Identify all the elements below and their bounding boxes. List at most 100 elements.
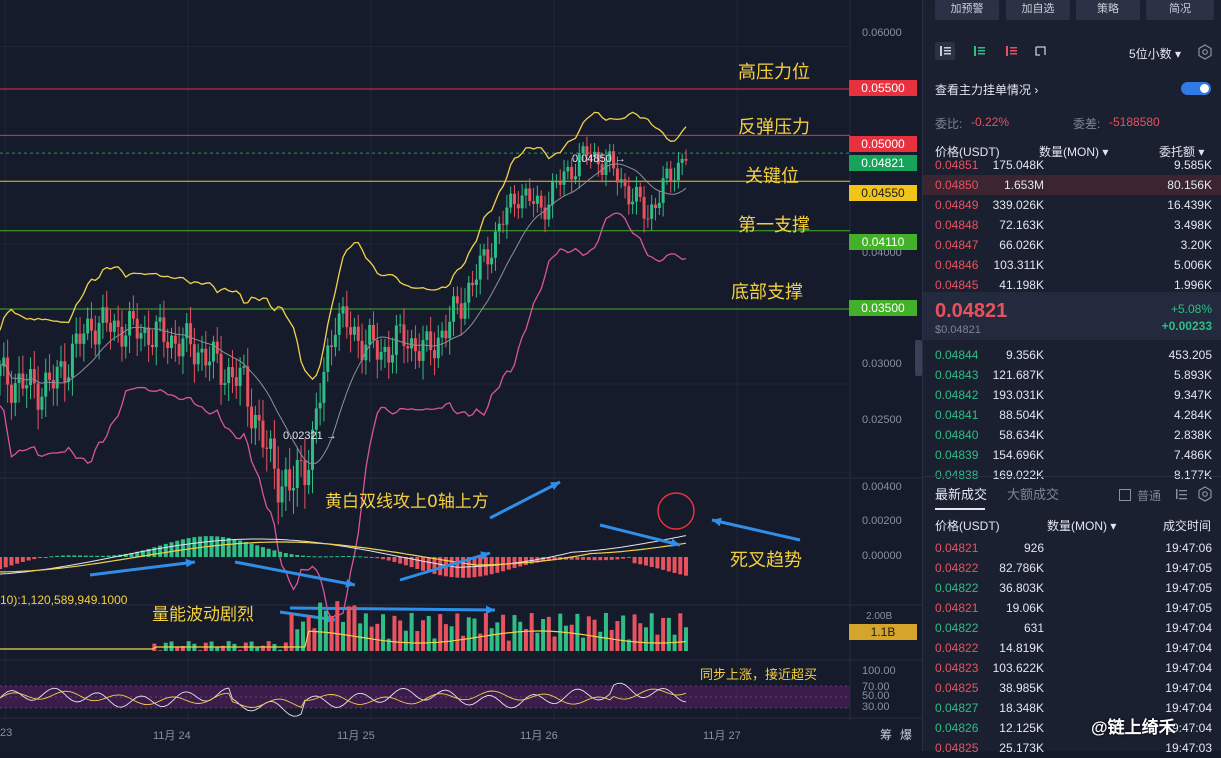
main-orders-toggle[interactable] (1181, 82, 1211, 95)
ask-row[interactable]: 0.04850 1.653M 80.156K (923, 175, 1221, 195)
row-amount: 453.205 (1168, 348, 1212, 362)
trade-price: 0.04822 (935, 621, 979, 635)
volume-bar (426, 615, 431, 651)
view-asks-icon[interactable] (1001, 42, 1021, 60)
settings-icon[interactable] (1197, 44, 1213, 60)
row-amount: 9.585K (1173, 158, 1212, 172)
add-watchlist-button[interactable]: 加自选 (1006, 0, 1070, 20)
level-tag-0: 0.05500 (849, 80, 917, 96)
main-orders-link[interactable]: 查看主力挂单情况 › (935, 83, 1039, 97)
annotation-arrow (399, 551, 491, 582)
candle-body (608, 151, 612, 162)
bid-row[interactable]: 0.04840 58.634K 2.838K (923, 425, 1221, 445)
fullscreen-icon[interactable] (1031, 42, 1051, 60)
candle-body (307, 469, 311, 486)
row-price: 0.04840 (935, 428, 979, 442)
row-qty: 339.026K (992, 198, 1044, 212)
candle-body (143, 327, 147, 334)
col-amount-header[interactable]: 委托额 ▾ (1159, 145, 1205, 159)
row-qty: 9.356K (1005, 348, 1044, 362)
macd-bar (323, 556, 328, 558)
candle-body (322, 371, 326, 403)
add-alert-button[interactable]: 加预警 (935, 0, 999, 20)
candle-body (116, 320, 120, 327)
candle-body (509, 193, 513, 208)
filter-icon[interactable] (1173, 486, 1189, 502)
volume-bar (169, 641, 174, 651)
candle-body (440, 330, 444, 338)
candle-body (528, 188, 532, 202)
footer-burst-label[interactable]: 爆 (900, 728, 913, 742)
volume-bar (392, 615, 397, 651)
overview-button[interactable]: 简况 (1146, 0, 1214, 20)
candle-body (543, 207, 547, 220)
candle-body (493, 231, 497, 258)
ask-row[interactable]: 0.04851 175.048K 9.585K (923, 155, 1221, 175)
candle-body (673, 180, 677, 182)
bid-row[interactable]: 0.04838 169.022K 8.177K (923, 465, 1221, 485)
level-label-1: 反弹压力 (738, 117, 810, 138)
volume-bar (409, 613, 414, 651)
candle-body (505, 207, 509, 225)
bid-row[interactable]: 0.04839 154.696K 7.486K (923, 445, 1221, 465)
annotation-arrow (289, 606, 496, 612)
candle-body (436, 337, 440, 359)
footer-chip-label[interactable]: 筹 (880, 728, 893, 742)
level-tag-1: 0.05000 (849, 136, 917, 152)
trade-col-price: 价格(USDT) (935, 519, 1000, 533)
candle-body (109, 322, 113, 332)
bid-row[interactable]: 0.04843 121.687K 5.893K (923, 365, 1221, 385)
candle-body (558, 181, 562, 185)
col-qty-header[interactable]: 数量(MON) ▾ (1039, 145, 1109, 159)
macd-bar (598, 557, 603, 561)
volume-bar (495, 622, 500, 651)
macd-bar (552, 557, 557, 561)
candle-body (589, 155, 593, 157)
diff-label: 委差: (1073, 117, 1101, 131)
volume-bar (323, 610, 328, 651)
ask-row[interactable]: 0.04848 72.163K 3.498K (923, 215, 1221, 235)
candle-body (223, 383, 227, 385)
bid-row[interactable]: 0.04844 9.356K 453.205 (923, 345, 1221, 365)
decimals-select[interactable]: 5位小数 ▾ (1129, 47, 1182, 61)
volume-bar (649, 613, 654, 651)
panel-collapse-handle[interactable] (915, 340, 922, 376)
ask-row[interactable]: 0.04845 41.198K 1.996K (923, 275, 1221, 295)
ask-row[interactable]: 0.04849 339.026K 16.439K (923, 195, 1221, 215)
view-bids-icon[interactable] (969, 42, 989, 60)
ask-row[interactable]: 0.04846 103.311K 5.006K (923, 255, 1221, 275)
trades-settings-icon[interactable] (1197, 486, 1213, 502)
y-tick-4: 0.02500 (862, 414, 902, 426)
candle-body (497, 223, 501, 232)
strategy-button[interactable]: 策略 (1076, 0, 1140, 20)
bid-row[interactable]: 0.04841 88.504K 4.284K (923, 405, 1221, 425)
tab-large-trades[interactable]: 大额成交 (1007, 487, 1060, 502)
view-both-icon[interactable] (935, 42, 955, 60)
row-amount: 16.439K (1167, 198, 1212, 212)
macd-bar (603, 557, 608, 561)
candle-body (120, 326, 124, 347)
middle-band (0, 163, 687, 465)
candle-body (467, 282, 471, 303)
chart-area[interactable]: 0.06000 0.04000 0.03000 0.02500 0.05500 … (0, 0, 922, 751)
candle-body (417, 351, 421, 361)
trade-row: 0.04827 18.348K 19:47:04 (923, 698, 1221, 718)
candle-body (261, 420, 265, 448)
candle-body (238, 367, 242, 386)
macd-bar (283, 553, 288, 557)
last-price-box: 0.04821 $0.04821 +5.08% +0.00233 (923, 292, 1221, 340)
ask-row[interactable]: 0.04847 66.026K 3.20K (923, 235, 1221, 255)
row-qty: 72.163K (999, 218, 1044, 232)
macd-bar (438, 557, 443, 576)
trade-col-qty[interactable]: 数量(MON) ▾ (1047, 519, 1117, 533)
candle-body (448, 321, 452, 339)
candle-body (333, 334, 337, 348)
row-qty: 193.031K (992, 388, 1044, 402)
candle-body (375, 340, 379, 360)
row-amount: 5.893K (1173, 368, 1212, 382)
tab-latest-trades[interactable]: 最新成交 (935, 487, 988, 502)
y-tick-2: 0.04000 (862, 247, 902, 259)
normal-checkbox[interactable] (1119, 489, 1131, 501)
candle-body (97, 322, 101, 345)
bid-row[interactable]: 0.04842 193.031K 9.347K (923, 385, 1221, 405)
